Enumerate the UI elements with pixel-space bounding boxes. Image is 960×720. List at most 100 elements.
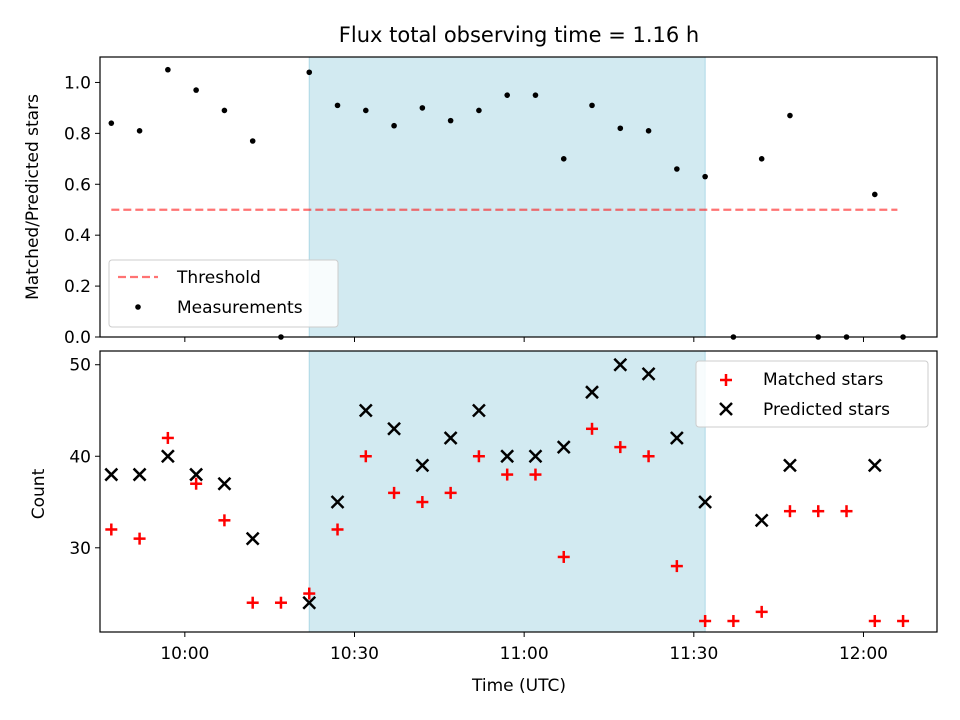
matched-star-point bbox=[274, 596, 287, 609]
measurement-point bbox=[617, 125, 624, 132]
count-shaded-window bbox=[308, 350, 706, 633]
predicted-star-point bbox=[217, 476, 232, 491]
matched-star-point bbox=[699, 615, 712, 628]
predicted-star-point bbox=[104, 467, 119, 482]
x-tick-label: 10:00 bbox=[160, 644, 209, 664]
matched-star-point bbox=[331, 523, 344, 536]
predicted-star-point bbox=[698, 495, 713, 509]
matched-star-point bbox=[557, 550, 570, 563]
count-legend-box bbox=[695, 360, 929, 428]
matched-star-point bbox=[501, 468, 514, 481]
measurement-point bbox=[589, 102, 595, 109]
predicted-star-point bbox=[867, 458, 882, 473]
legend-measurements-label: Measurements bbox=[177, 298, 303, 318]
predicted-star-point bbox=[302, 595, 317, 610]
matched-star-point bbox=[133, 532, 146, 545]
measurement-point bbox=[136, 128, 143, 134]
measurement-point bbox=[787, 112, 793, 119]
ratio-legend-box bbox=[108, 259, 339, 328]
predicted-star-point bbox=[415, 458, 430, 473]
measurement-point bbox=[165, 66, 171, 73]
matched-star-point bbox=[897, 615, 910, 628]
count-y-tick-label: 40 bbox=[69, 447, 91, 467]
legend-measurements-swatch bbox=[135, 304, 141, 310]
matched-star-point bbox=[642, 450, 655, 463]
ratio-shaded-window bbox=[308, 56, 706, 338]
ratio-y-tick-label: 0.2 bbox=[64, 277, 91, 297]
matched-star-point bbox=[840, 505, 853, 518]
count-y-axis-label: Count bbox=[29, 468, 49, 519]
matched-star-point bbox=[190, 477, 203, 490]
matched-star-point bbox=[670, 560, 683, 573]
x-tick-label: 11:30 bbox=[669, 644, 718, 664]
ratio-panel: 0.0 0.2 0.4 0.6 0.8 1.0 Matched/Predicted sta… bbox=[23, 56, 938, 348]
x-tick-label: 11:00 bbox=[500, 644, 549, 664]
matched-star-point bbox=[755, 605, 768, 618]
predicted-star-point bbox=[783, 458, 797, 473]
legend-matched-swatch bbox=[720, 374, 732, 386]
ratio-y-tick-label: 0.0 bbox=[64, 328, 91, 348]
predicted-star-point bbox=[189, 467, 204, 482]
ratio-legend: Threshold Measurements bbox=[108, 259, 339, 328]
legend-predicted-swatch bbox=[719, 402, 733, 416]
predicted-star-point bbox=[613, 357, 628, 372]
count-legend: Matched stars Predicted stars bbox=[695, 360, 929, 428]
predicted-star-point bbox=[443, 431, 458, 445]
measurement-point bbox=[334, 102, 341, 109]
predicted-star-point bbox=[754, 513, 769, 528]
predicted-star-point bbox=[160, 449, 175, 464]
measurement-point bbox=[306, 69, 313, 76]
count-panel-frame bbox=[99, 350, 938, 633]
x-tick-label: 10:30 bbox=[330, 644, 379, 664]
measurement-point bbox=[193, 87, 199, 93]
ratio-y-tick-label: 0.6 bbox=[64, 175, 91, 195]
legend-threshold-label: Threshold bbox=[176, 268, 261, 288]
matched-star-point bbox=[444, 486, 457, 499]
predicted-star-point bbox=[472, 403, 486, 418]
predicted-star-point bbox=[330, 495, 345, 509]
x-tick-label: 12:00 bbox=[839, 644, 888, 664]
matched-star-point bbox=[586, 422, 599, 435]
ratio-panel-frame bbox=[99, 56, 938, 338]
matched-star-point bbox=[529, 468, 542, 481]
matched-star-point bbox=[218, 514, 231, 527]
matched-star-point bbox=[472, 450, 485, 463]
measurement-point bbox=[560, 156, 567, 162]
predicted-star-point bbox=[528, 449, 543, 464]
matched-star-point bbox=[161, 431, 174, 444]
matched-star-point bbox=[868, 615, 881, 628]
predicted-star-point bbox=[358, 403, 373, 418]
measurement-point bbox=[249, 138, 256, 144]
measurement-point bbox=[645, 128, 652, 134]
measurement-point bbox=[871, 191, 878, 198]
ratio-y-axis-label: Matched/Predicted stars bbox=[23, 94, 43, 300]
x-axis-label: Time (UTC) bbox=[471, 676, 566, 696]
ratio-y-tick-label: 0.4 bbox=[64, 226, 91, 246]
matched-star-point bbox=[416, 496, 429, 509]
matched-star-point bbox=[105, 523, 118, 536]
legend-matched-label: Matched stars bbox=[763, 370, 883, 390]
predicted-star-point bbox=[245, 531, 260, 546]
predicted-star-point bbox=[387, 421, 401, 436]
matched-star-point bbox=[614, 441, 627, 454]
matched-star-point bbox=[359, 450, 372, 463]
matched-star-point bbox=[812, 505, 825, 518]
predicted-star-point bbox=[556, 440, 571, 454]
predicted-star-point bbox=[669, 431, 684, 445]
matched-star-point bbox=[246, 596, 259, 609]
ratio-y-tick-label: 1.0 bbox=[64, 73, 91, 93]
chart-title: Flux total observing time = 1.16 h bbox=[339, 23, 699, 47]
count-panel: 30 40 50 10:00 10:30 11:00 11:30 12:00 Count T… bbox=[29, 350, 938, 696]
matched-star-point bbox=[727, 615, 740, 628]
predicted-star-point bbox=[585, 385, 599, 400]
measurement-point bbox=[447, 117, 454, 124]
measurement-point bbox=[532, 92, 539, 98]
measurement-point bbox=[391, 122, 397, 129]
matched-star-point bbox=[783, 505, 796, 518]
measurement-point bbox=[504, 92, 510, 98]
predicted-star-point bbox=[132, 467, 147, 482]
measurement-point bbox=[674, 166, 680, 172]
count-y-tick-label: 50 bbox=[69, 356, 91, 376]
predicted-star-point bbox=[641, 366, 656, 381]
